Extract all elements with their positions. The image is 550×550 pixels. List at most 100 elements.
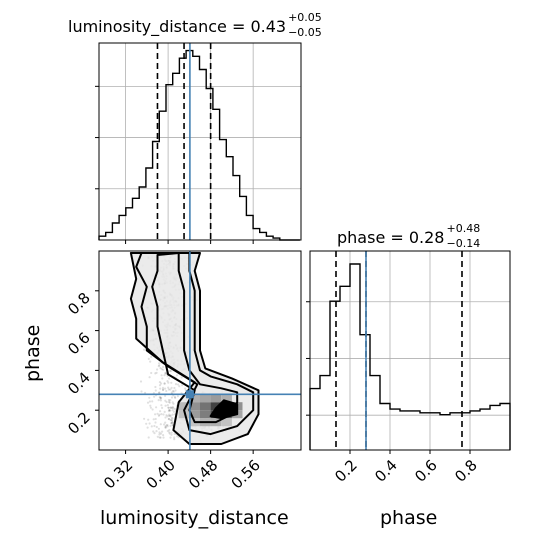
sample-point <box>159 432 163 435</box>
sample-point <box>166 429 169 433</box>
sample-point <box>181 384 184 387</box>
density-cell <box>210 394 222 403</box>
sample-point <box>154 417 157 421</box>
sample-point <box>171 406 174 410</box>
sample-point <box>167 410 170 413</box>
sample-point <box>163 374 166 377</box>
sample-point <box>165 424 168 427</box>
sample-point <box>161 377 164 380</box>
sample-point <box>160 396 163 399</box>
sample-point <box>158 396 161 399</box>
sample-point <box>158 381 161 384</box>
sample-point <box>164 426 167 429</box>
sample-point <box>156 435 159 438</box>
sample-point <box>170 431 173 434</box>
sample-point <box>169 370 173 373</box>
sample-point <box>167 388 170 391</box>
sample-point <box>177 436 180 439</box>
sample-point <box>155 371 158 374</box>
sample-point <box>167 398 170 402</box>
sample-point <box>173 436 176 439</box>
sample-point <box>149 404 152 407</box>
axis-ticks <box>95 85 471 454</box>
sample-point <box>164 426 167 429</box>
sample-point <box>173 395 176 399</box>
sample-point <box>172 402 175 405</box>
sample-point <box>156 368 159 371</box>
sample-point <box>171 401 174 404</box>
sample-point <box>169 436 172 439</box>
2d-ytick-label-0: 0.2 <box>64 408 94 438</box>
sample-point <box>171 409 174 412</box>
panel-ld-hist <box>99 43 301 240</box>
sample-point <box>157 391 161 394</box>
panel-frame-2 <box>309 250 511 451</box>
sample-point <box>176 435 179 438</box>
sample-point <box>170 422 173 425</box>
sample-point <box>164 394 167 397</box>
phase-xtick-label-2: 0.6 <box>411 456 441 486</box>
sample-point <box>174 396 177 399</box>
x-axis-label-ld: luminosity_distance <box>100 507 289 529</box>
ld-title: luminosity_distance = 0.43 +0.05 −0.05 <box>68 12 326 39</box>
sample-point <box>150 371 153 375</box>
sample-point <box>144 391 147 394</box>
sample-point <box>151 400 154 403</box>
panel-phase-hist <box>310 251 510 450</box>
sample-point <box>139 380 143 383</box>
sample-point <box>143 417 146 420</box>
sample-point <box>167 406 170 409</box>
sample-point <box>159 436 162 439</box>
sample-point <box>158 384 162 387</box>
density-cell <box>189 394 200 403</box>
sample-point <box>158 362 161 365</box>
2d-xtick-label-1: 0.40 <box>143 456 179 492</box>
sample-point <box>162 365 165 369</box>
ld-title-text: luminosity_distance = 0.43 <box>68 17 287 36</box>
2d-xtick-label-2: 0.48 <box>185 456 221 492</box>
2d-ytick-label-3: 0.8 <box>64 289 94 319</box>
sample-point <box>168 413 171 416</box>
sample-point <box>173 386 176 390</box>
sample-point <box>167 417 171 421</box>
sample-point <box>154 413 157 416</box>
sample-point <box>153 395 156 398</box>
sample-point <box>161 430 164 433</box>
sample-point <box>148 400 151 403</box>
ld-title-minus: −0.05 <box>288 26 322 39</box>
ld-title-plus: +0.05 <box>288 11 322 24</box>
sample-point <box>160 382 163 385</box>
sample-point <box>151 408 154 411</box>
sample-point <box>177 383 180 386</box>
sample-point <box>159 423 162 426</box>
sample-point <box>147 357 150 360</box>
contour-level-3 <box>209 399 239 420</box>
sample-point <box>169 406 172 409</box>
sample-point <box>170 396 174 399</box>
sample-point <box>176 395 179 398</box>
phase-xtick-label-1: 0.4 <box>371 456 401 486</box>
sample-point <box>159 367 162 370</box>
sample-point <box>166 380 169 383</box>
sample-point <box>170 416 173 419</box>
phase-title: phase = 0.28 +0.48 −0.14 <box>337 223 484 249</box>
sample-point <box>168 408 171 412</box>
sample-point <box>159 397 162 400</box>
sample-point <box>168 431 171 434</box>
sample-point <box>166 423 169 427</box>
sample-point <box>157 399 160 402</box>
sample-point <box>148 376 151 379</box>
sample-point <box>159 396 162 399</box>
sample-point <box>171 417 174 420</box>
2d-ytick-label-2: 0.6 <box>64 329 94 359</box>
contour-level-1 <box>135 252 255 436</box>
sample-point <box>166 425 169 428</box>
sample-point <box>172 389 175 392</box>
sample-point <box>169 415 172 418</box>
density-cell <box>189 410 200 419</box>
contour-level-2 <box>129 252 260 445</box>
sample-point <box>150 355 153 358</box>
sample-point <box>161 388 165 392</box>
sample-point <box>170 386 173 389</box>
credible-contours <box>129 252 260 445</box>
